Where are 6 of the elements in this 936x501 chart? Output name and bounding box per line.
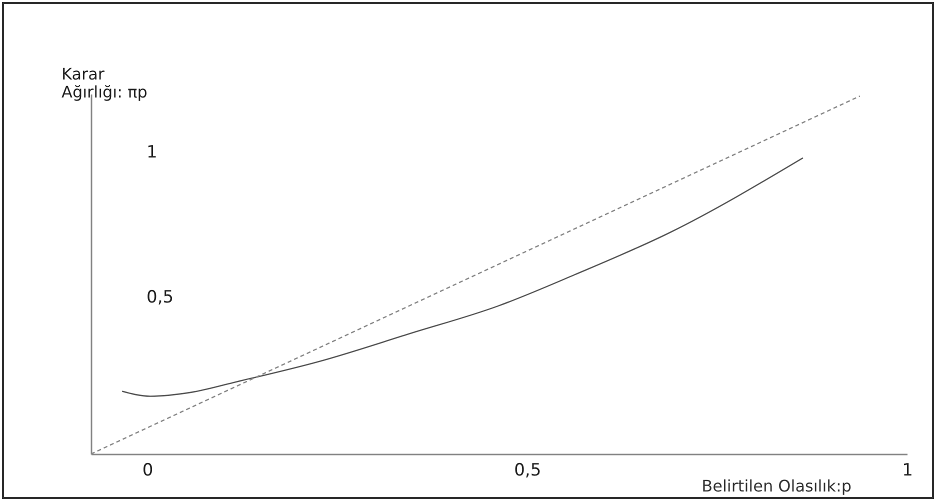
- x-tick-label: 0: [142, 460, 154, 480]
- x-tick-label: 0,5: [514, 460, 542, 480]
- x-tick-label: 1: [902, 460, 913, 480]
- y-axis-title: Karar Ağırlığı: πp: [62, 64, 148, 102]
- line-series: [122, 157, 804, 397]
- x-axis-title: Belirtilen Olasılık:p: [702, 476, 852, 496]
